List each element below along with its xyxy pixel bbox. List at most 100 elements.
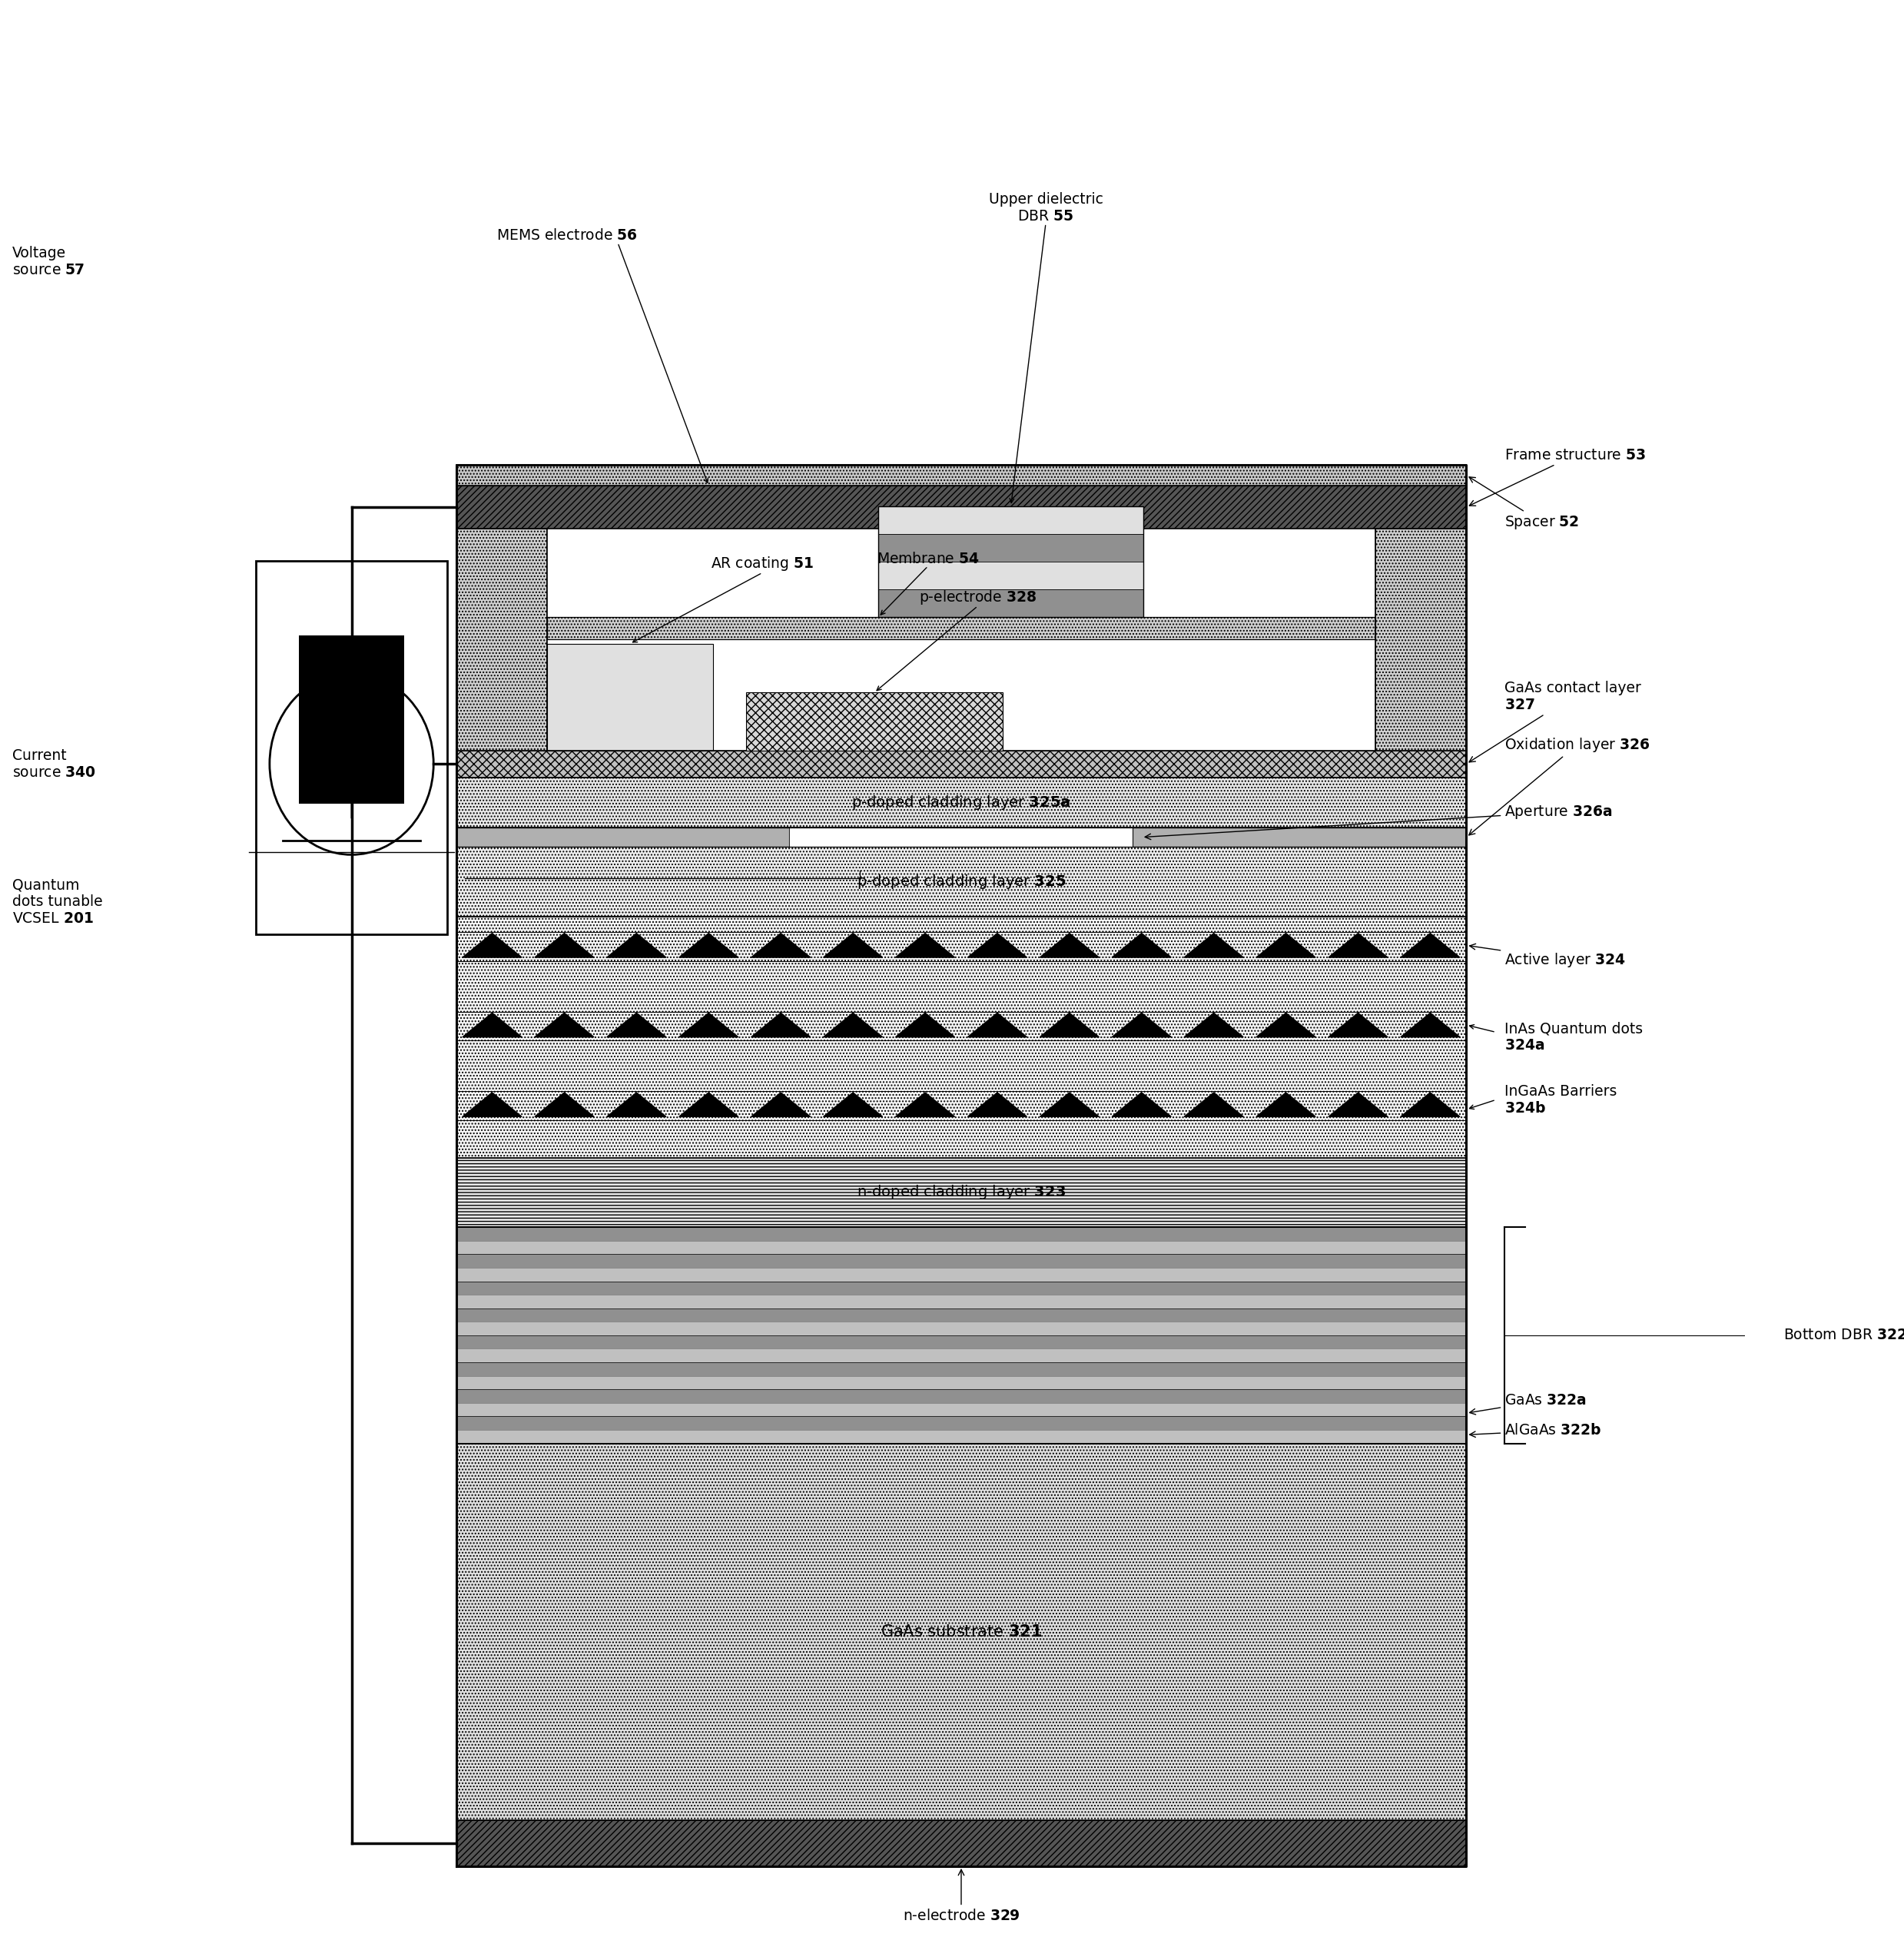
Bar [457, 827, 790, 846]
Polygon shape [1040, 1092, 1099, 1116]
Polygon shape [463, 934, 522, 957]
Polygon shape [895, 934, 954, 957]
Bar [746, 693, 1003, 750]
Text: Frame structure $\bf{53}$: Frame structure $\bf{53}$ [1470, 447, 1645, 506]
Text: Bottom DBR $\bf{322}$: Bottom DBR $\bf{322}$ [1784, 1329, 1904, 1342]
Polygon shape [463, 1013, 522, 1036]
Bar [299, 635, 404, 804]
Bar [457, 1389, 1466, 1402]
Polygon shape [1112, 1092, 1171, 1116]
Text: AR coating $\bf{51}$: AR coating $\bf{51}$ [710, 556, 813, 573]
Polygon shape [1112, 934, 1171, 957]
Polygon shape [1401, 934, 1460, 957]
Polygon shape [1184, 1013, 1243, 1036]
Polygon shape [607, 934, 666, 957]
Bar [457, 1362, 1466, 1375]
Polygon shape [823, 1013, 883, 1036]
Polygon shape [535, 934, 594, 957]
Text: p-doped cladding layer $\bf{325}$: p-doped cladding layer $\bf{325}$ [857, 874, 1066, 891]
Text: Current
source $\bf{340}$: Current source $\bf{340}$ [11, 748, 95, 779]
Text: Membrane $\bf{54}$: Membrane $\bf{54}$ [876, 552, 979, 566]
Polygon shape [1257, 1013, 1316, 1036]
Polygon shape [967, 934, 1026, 957]
Bar [457, 529, 546, 750]
Bar [457, 846, 1466, 916]
Bar [457, 916, 1466, 1158]
Polygon shape [1040, 934, 1099, 957]
Bar [457, 1375, 1466, 1389]
Polygon shape [535, 1092, 594, 1116]
Polygon shape [752, 1092, 811, 1116]
Polygon shape [1112, 1013, 1171, 1036]
Bar [457, 1335, 1466, 1348]
Bar [457, 1402, 1466, 1416]
Polygon shape [1329, 934, 1388, 957]
Bar [878, 506, 1144, 618]
Text: MEMS electrode $\bf{56}$: MEMS electrode $\bf{56}$ [497, 229, 638, 242]
Bar [457, 1228, 1466, 1443]
Bar [457, 750, 1466, 777]
Bar [457, 1348, 1466, 1362]
Polygon shape [895, 1013, 954, 1036]
Bar [546, 618, 1375, 639]
Text: AlGaAs $\bf{322b}$: AlGaAs $\bf{322b}$ [1470, 1424, 1601, 1437]
Bar [255, 560, 447, 934]
Polygon shape [1040, 1013, 1099, 1036]
Bar [457, 1321, 1466, 1335]
Bar [457, 777, 1466, 827]
Polygon shape [967, 1092, 1026, 1116]
Text: Voltage
source $\bf{57}$: Voltage source $\bf{57}$ [11, 246, 84, 277]
Polygon shape [823, 1092, 883, 1116]
Text: n-electrode $\bf{329}$: n-electrode $\bf{329}$ [902, 1869, 1021, 1923]
Polygon shape [1401, 1013, 1460, 1036]
Text: GaAs contact layer
$\bf{327}$: GaAs contact layer $\bf{327}$ [1470, 680, 1641, 761]
Text: Active layer $\bf{324}$: Active layer $\bf{324}$ [1470, 943, 1626, 968]
Polygon shape [680, 1092, 739, 1116]
Bar [457, 1228, 1466, 1242]
Bar [457, 1443, 1466, 1821]
Text: Upper dielectric
DBR $\bf{55}$: Upper dielectric DBR $\bf{55}$ [988, 192, 1102, 223]
Bar [457, 1158, 1466, 1228]
Text: Quantum
dots tunable
VCSEL $\bf{201}$: Quantum dots tunable VCSEL $\bf{201}$ [11, 877, 103, 926]
Bar [457, 1242, 1466, 1255]
Bar [457, 1416, 1466, 1430]
Bar [457, 1267, 1466, 1280]
Text: p-doped cladding layer $\bf{325a}$: p-doped cladding layer $\bf{325a}$ [851, 794, 1070, 812]
Text: ⋮: ⋮ [990, 1017, 1013, 1038]
Text: Oxidation layer $\bf{326}$: Oxidation layer $\bf{326}$ [1468, 736, 1651, 835]
Polygon shape [607, 1092, 666, 1116]
Polygon shape [463, 1092, 522, 1116]
Polygon shape [1257, 934, 1316, 957]
Polygon shape [607, 1013, 666, 1036]
Bar [878, 562, 1144, 589]
Bar [457, 1430, 1466, 1443]
Bar [878, 506, 1144, 535]
Bar [1375, 529, 1466, 750]
Polygon shape [967, 1013, 1026, 1036]
Polygon shape [1257, 1092, 1316, 1116]
Bar [790, 827, 1133, 846]
Polygon shape [752, 1013, 811, 1036]
Bar [878, 589, 1144, 618]
Polygon shape [895, 1092, 954, 1116]
Polygon shape [680, 934, 739, 957]
Bar [457, 486, 1466, 529]
Bar [546, 529, 1375, 750]
Bar [546, 643, 712, 750]
Text: Aperture $\bf{326a}$: Aperture $\bf{326a}$ [1144, 804, 1613, 839]
Text: p-electrode $\bf{328}$: p-electrode $\bf{328}$ [920, 589, 1036, 606]
Polygon shape [680, 1013, 739, 1036]
Polygon shape [1329, 1092, 1388, 1116]
Polygon shape [535, 1013, 594, 1036]
Circle shape [270, 672, 434, 854]
Polygon shape [823, 934, 883, 957]
Text: InGaAs Barriers
$\bf{324b}$: InGaAs Barriers $\bf{324b}$ [1504, 1085, 1616, 1116]
Text: GaAs substrate $\bf{321}$: GaAs substrate $\bf{321}$ [880, 1623, 1041, 1639]
Polygon shape [1184, 1092, 1243, 1116]
Polygon shape [1401, 1092, 1460, 1116]
Bar [457, 1255, 1466, 1267]
Text: n-doped cladding layer $\bf{323}$: n-doped cladding layer $\bf{323}$ [857, 1184, 1066, 1201]
Bar [457, 465, 1466, 486]
Polygon shape [752, 934, 811, 957]
Text: Spacer $\bf{52}$: Spacer $\bf{52}$ [1470, 477, 1578, 531]
